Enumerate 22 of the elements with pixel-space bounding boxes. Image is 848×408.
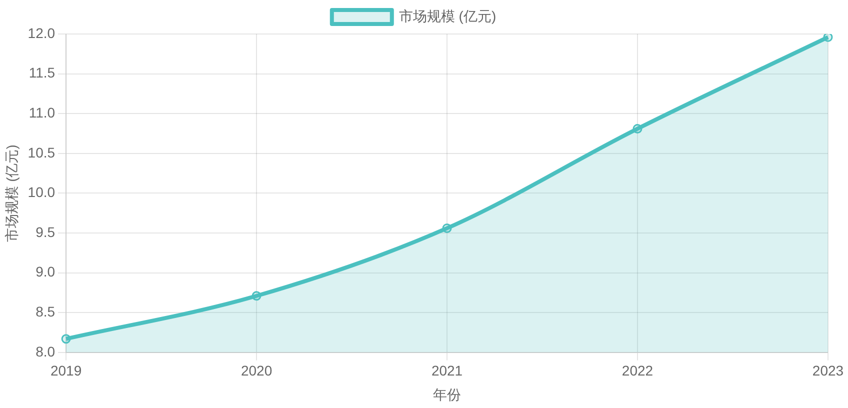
- y-tick-label: 11.0: [28, 104, 56, 120]
- y-tick-label: 10.0: [28, 184, 56, 200]
- point: [632, 124, 642, 134]
- x-tick-label: 2023: [812, 362, 844, 379]
- legend-label: 市场规模 (亿元): [398, 8, 496, 24]
- y-tick-label: 12.0: [28, 24, 56, 41]
- point: [442, 223, 452, 233]
- y-tick-label: 8.5: [36, 303, 56, 320]
- y-tick-label: 11.5: [28, 64, 56, 81]
- y-tick-label: 9.5: [36, 224, 56, 240]
- x-tick-label: 2022: [622, 362, 654, 379]
- y-tick-label: 10.5: [28, 144, 56, 160]
- x-tick-label: 2019: [50, 362, 82, 379]
- x-tick-label: 2020: [240, 362, 272, 379]
- x-tick-label: 2021: [431, 362, 463, 379]
- y-axis-title: 市场规模 (亿元): [3, 144, 20, 242]
- point: [252, 291, 262, 301]
- y-tick-label: 8.0: [36, 343, 56, 360]
- point: [823, 34, 833, 42]
- y-tick-label: 9.0: [36, 264, 56, 280]
- point: [61, 334, 71, 344]
- x-axis-title: 年份: [433, 386, 462, 402]
